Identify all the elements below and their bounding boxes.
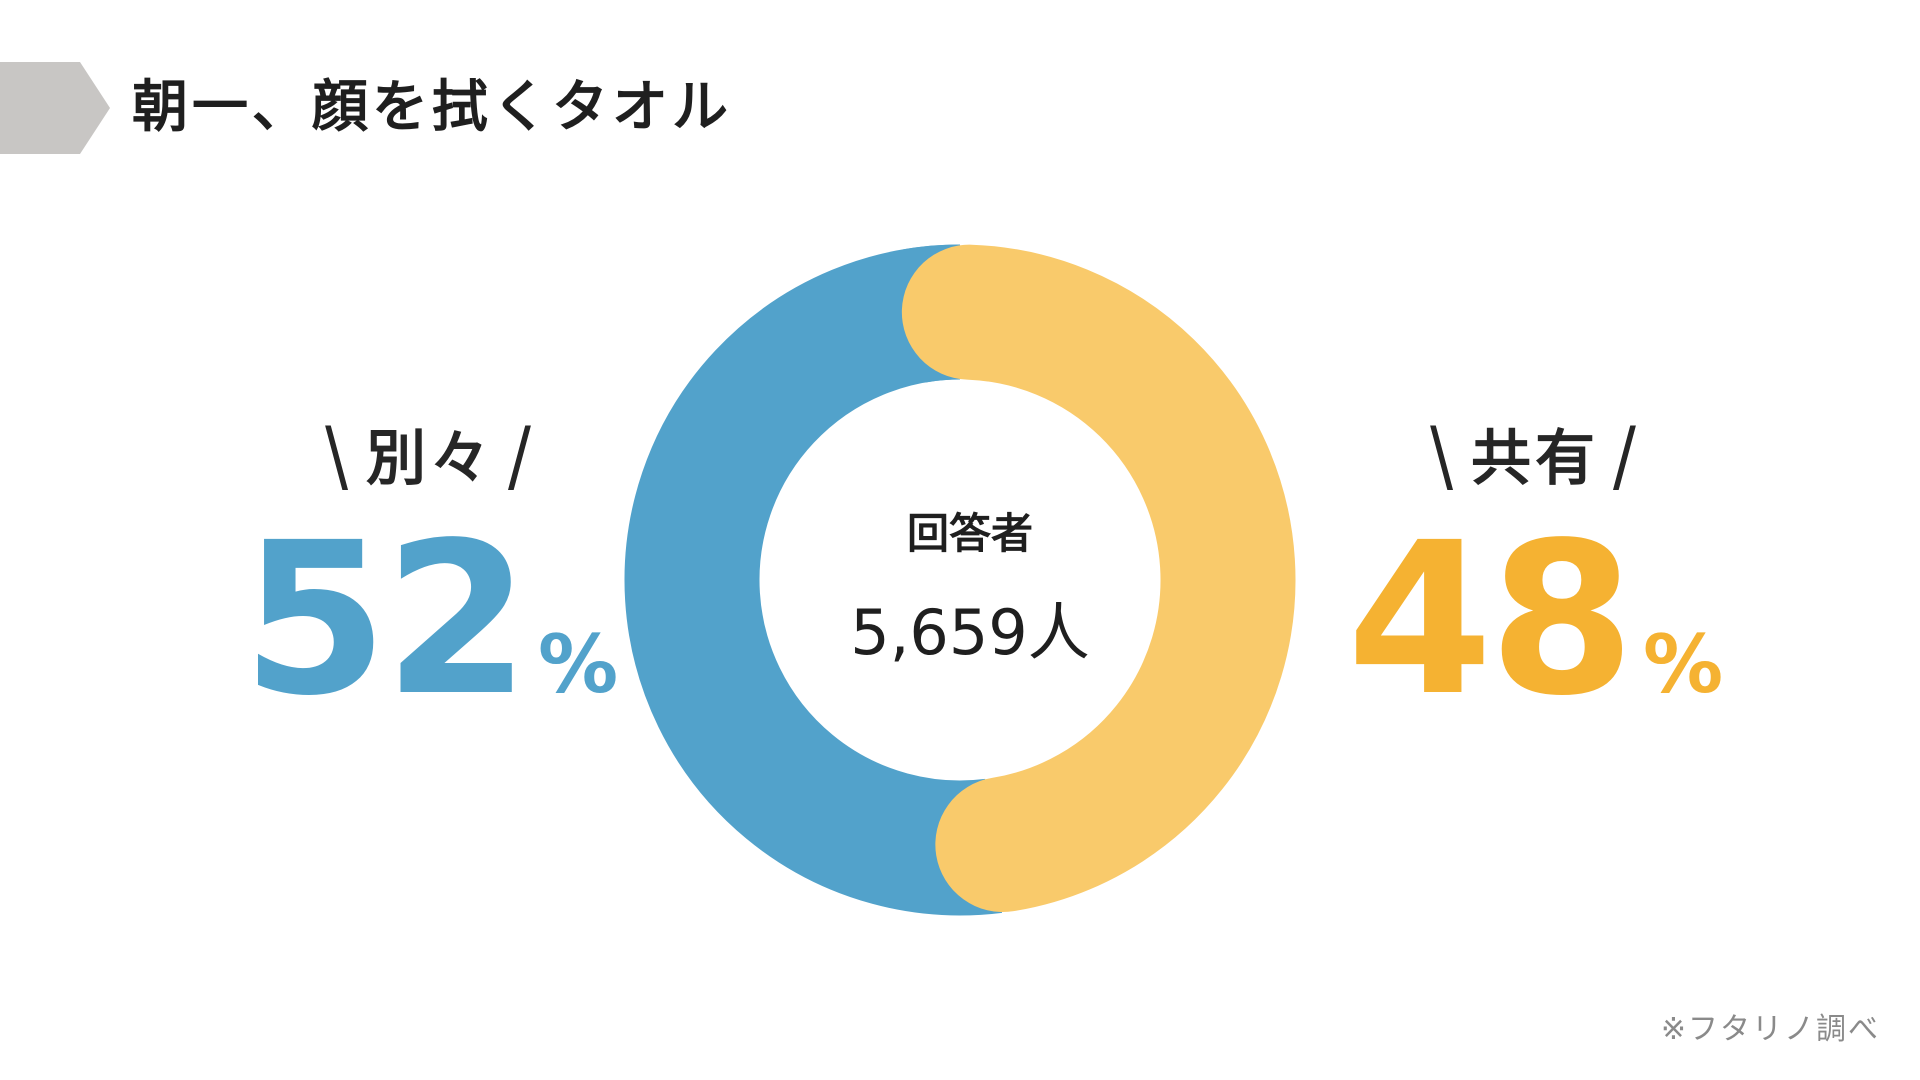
label-slash-open: \ xyxy=(325,411,352,502)
shared-block: \ 共有/ 48% xyxy=(1345,410,1725,725)
shared-percentage: 48 xyxy=(1346,497,1635,742)
label-slash-close: / xyxy=(508,411,535,502)
shared-value: 48% xyxy=(1345,515,1725,725)
separate-label: 別々 xyxy=(366,424,494,494)
shared-label-row: \ 共有 / xyxy=(1345,410,1725,502)
slice-shared xyxy=(901,244,1296,913)
separate-value: 52% xyxy=(240,515,620,725)
page-title: 朝一、顔を拭くタオル xyxy=(132,75,732,140)
respondents-count: 5,659人 xyxy=(850,596,1090,669)
source-footnote: ※フタリノ調べ xyxy=(1660,1012,1880,1047)
label-slash-open: \ xyxy=(1430,411,1457,502)
separate-percentage: 52 xyxy=(241,497,530,742)
separate-block: \ 別々/ 52% xyxy=(240,410,620,725)
shared-percent-sign: % xyxy=(1643,618,1724,711)
slice-separate xyxy=(624,244,1002,916)
title-marker-chevron xyxy=(0,62,110,154)
separate-label-row: \ 別々 / xyxy=(240,410,620,502)
label-slash-close: / xyxy=(1613,411,1640,502)
respondents-caption: 回答者 xyxy=(906,509,1033,558)
separate-percent-sign: % xyxy=(538,618,619,711)
shared-label: 共有 xyxy=(1471,424,1599,494)
